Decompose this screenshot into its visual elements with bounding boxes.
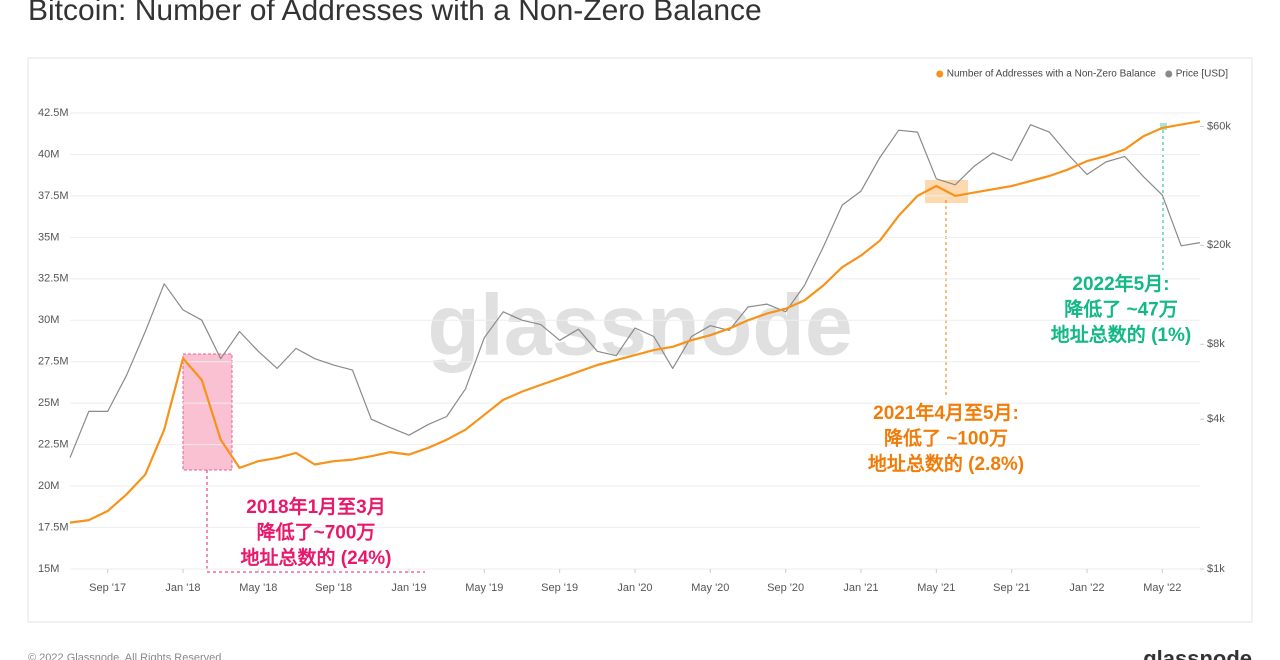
y2-tick-label: $4k — [1207, 413, 1225, 425]
y-tick-label: 17.5M — [38, 521, 69, 533]
chart-frame — [27, 57, 1253, 623]
x-tick-label: Sep '19 — [541, 582, 578, 594]
annotation-text: 地址总数的 (1%) — [1051, 323, 1191, 346]
x-tick-label: May '22 — [1143, 582, 1181, 594]
y2-tick-label: $60k — [1207, 120, 1231, 132]
y-tick-label: 22.5M — [38, 439, 69, 451]
annotation-text: 2022年5月: — [1072, 272, 1169, 295]
y2-tick-label: $8k — [1207, 338, 1225, 350]
x-tick-label: Sep '17 — [89, 582, 126, 594]
y-tick-label: 42.5M — [38, 107, 69, 119]
annotation-text: 2021年4月至5月: — [873, 401, 1019, 424]
y-tick-label: 40M — [38, 148, 59, 160]
y2-tick-label: $20k — [1207, 239, 1231, 251]
legend-label: Number of Addresses with a Non-Zero Bala… — [947, 69, 1156, 80]
highlight-2022 — [1160, 123, 1167, 130]
legend-label: Price [USD] — [1176, 69, 1228, 80]
y-tick-label: 37.5M — [38, 190, 69, 202]
x-tick-label: Jan '22 — [1069, 582, 1104, 594]
x-tick-label: Jan '20 — [617, 582, 652, 594]
logo: glassnode — [1143, 646, 1252, 660]
annotation-text: 降低了 ~47万 — [1064, 298, 1178, 321]
highlight-2018 — [182, 353, 233, 471]
y-tick-label: 25M — [38, 397, 59, 409]
x-tick-label: May '21 — [917, 582, 955, 594]
legend-swatch — [1165, 70, 1173, 78]
annotation-text: 地址总数的 (24%) — [241, 546, 392, 569]
x-tick-label: Sep '18 — [315, 582, 352, 594]
x-tick-label: Jan '19 — [391, 582, 426, 594]
annotation-text: 降低了~700万 — [257, 521, 376, 544]
x-tick-label: Jan '21 — [843, 582, 878, 594]
x-tick-label: May '19 — [465, 582, 503, 594]
y2-tick-label: $1k — [1207, 563, 1225, 575]
y-tick-label: 20M — [38, 480, 59, 492]
x-tick-label: May '18 — [239, 582, 277, 594]
x-tick-label: Sep '21 — [993, 582, 1030, 594]
price-line — [69, 124, 1201, 458]
leader-2018 — [206, 470, 425, 573]
x-tick-label: May '20 — [691, 582, 729, 594]
y-tick-label: 30M — [38, 314, 59, 326]
legend-swatch — [936, 70, 944, 78]
annotation-text: 降低了 ~100万 — [884, 427, 1008, 450]
y-tick-label: 32.5M — [38, 273, 69, 285]
annotation-text: 地址总数的 (2.8%) — [868, 452, 1024, 475]
annotation-text: 2018年1月至3月 — [246, 495, 385, 518]
x-tick-label: Jan '18 — [165, 582, 200, 594]
chart-title: Bitcoin: Number of Addresses with a Non-… — [28, 0, 762, 27]
x-tick-label: Sep '20 — [767, 582, 804, 594]
footer: © 2022 Glassnode. All Rights Reserved. — [28, 652, 224, 660]
addresses-line — [69, 120, 1201, 524]
y-tick-label: 15M — [38, 563, 59, 575]
watermark: glassnode — [427, 278, 852, 374]
y-tick-label: 27.5M — [38, 356, 69, 368]
y-tick-label: 35M — [38, 231, 59, 243]
